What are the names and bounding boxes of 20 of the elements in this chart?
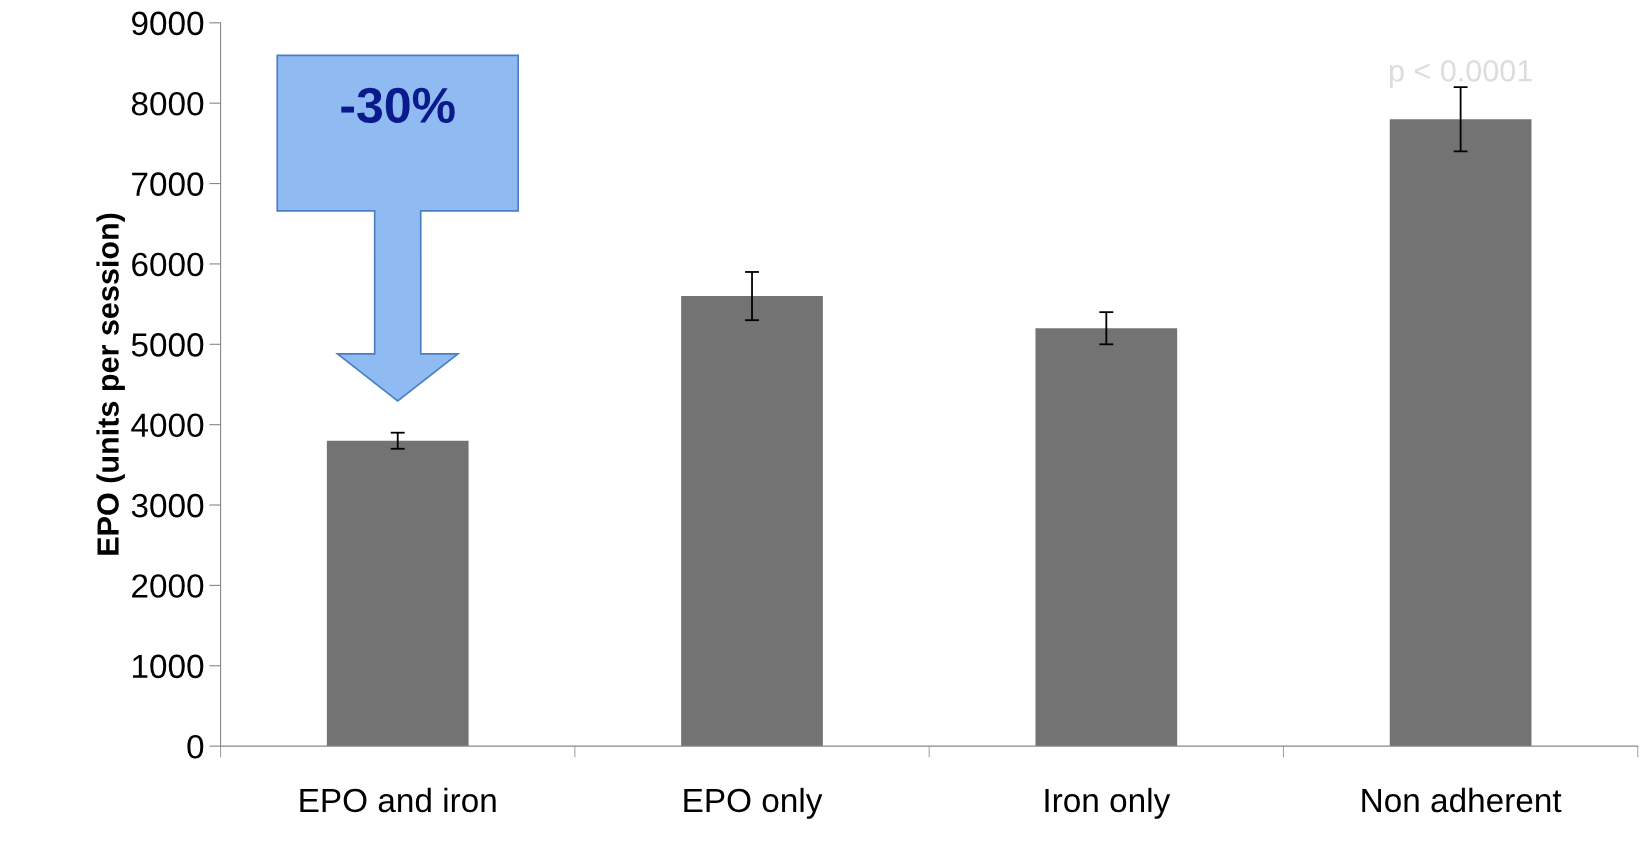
bar <box>1389 119 1532 747</box>
x-tick-label: Non adherent <box>1362 787 1562 813</box>
y-tick-label: 9000 <box>132 11 204 36</box>
y-tick-label: 2000 <box>132 574 204 598</box>
bar <box>681 296 823 747</box>
y-tick-label: 3000 <box>131 493 204 518</box>
y-tick-label: 0 <box>187 734 204 759</box>
x-tick-label: EPO and iron <box>300 787 496 813</box>
y-tick-label: 7000 <box>132 172 204 196</box>
y-tick-label: 4000 <box>131 413 204 438</box>
x-tick-label: EPO only <box>684 787 823 819</box>
y-tick-label: 8000 <box>131 91 204 116</box>
y-axis-title: EPO (units per session) <box>96 213 125 555</box>
x-tick-label: Iron only <box>1045 787 1171 819</box>
bar <box>1035 328 1178 747</box>
annotation: -30% <box>341 87 455 124</box>
y-tick-label: 5000 <box>131 333 204 357</box>
y-tick-label: 1000 <box>132 654 204 679</box>
bar <box>326 440 469 747</box>
y-tick-label: 6000 <box>132 252 204 277</box>
